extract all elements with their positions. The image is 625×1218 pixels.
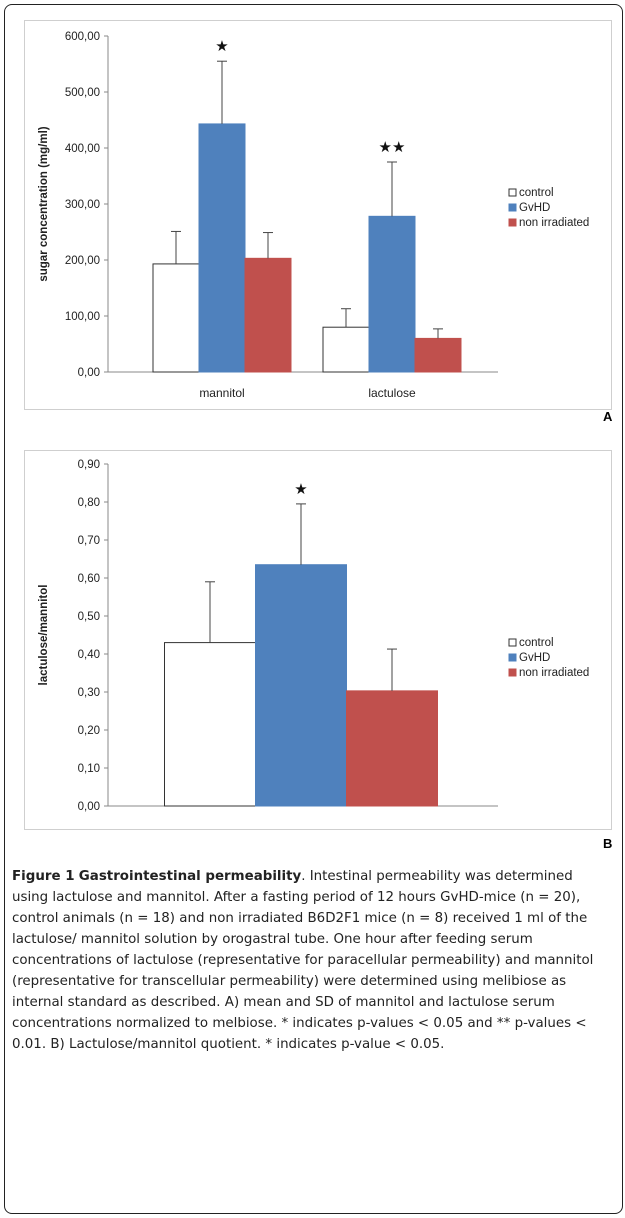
figure-caption: Figure 1 Gastrointestinal permeability. … (12, 866, 612, 1055)
charta-legend-swatch (508, 218, 517, 227)
chartb-bar (346, 690, 438, 807)
chartb-y-tick-label: 0,70 (78, 535, 100, 547)
chartb-legend-swatch (508, 653, 517, 662)
chartb-legend-swatch (508, 638, 517, 647)
chartb-bar (164, 642, 256, 807)
charta-legend-label: non irradiated (519, 217, 589, 229)
charta-x-tick-label: mannitol (199, 386, 244, 400)
charta-legend-swatch (508, 203, 517, 212)
chartb-y-axis-label: lactulose/mannitol (38, 585, 50, 686)
charta-bar (152, 263, 200, 373)
charta-bar (322, 326, 370, 373)
figure-number: Figure 1 (12, 869, 75, 884)
charta-y-axis-label: sugar concentration (mg/ml) (38, 126, 50, 281)
charta-legend-label: control (519, 187, 554, 199)
charta-bar (244, 257, 292, 373)
charta-legend-swatch (508, 188, 517, 197)
chartb-legend-label: non irradiated (519, 667, 589, 679)
charta-significance-label: ★ (215, 37, 228, 55)
charta-y-tick-label: 200,00 (65, 255, 100, 267)
charta-bar (198, 123, 246, 373)
charta-significance-label: ★★ (379, 138, 406, 156)
panel-label-b: B (603, 836, 613, 851)
caption-text: . Intestinal permeability was determined… (12, 869, 594, 1052)
chartb-y-tick-label: 0,00 (78, 801, 100, 813)
chartb-y-tick-label: 0,40 (78, 649, 100, 661)
chart-panel-a (24, 20, 612, 410)
charta-y-tick-label: 400,00 (65, 143, 100, 155)
charta-y-tick-label: 300,00 (65, 199, 100, 211)
chart-panel-b (24, 450, 612, 830)
chartb-y-tick-label: 0,90 (78, 459, 100, 471)
chartb-y-tick-label: 0,10 (78, 763, 100, 775)
chartb-y-tick-label: 0,30 (78, 687, 100, 699)
chartb-legend-swatch (508, 668, 517, 677)
charts-svg: 0,00 100,00 200,00 300,00 400,00 500,00 600,00… (38, 31, 589, 813)
figure-title: Gastrointestinal permeability (78, 869, 302, 884)
charta-y-tick-label: 100,00 (65, 311, 100, 323)
charta-legend-label: GvHD (519, 202, 550, 214)
chartb-significance-label: ★ (294, 480, 307, 498)
chartb-y-tick-label: 0,60 (78, 573, 100, 585)
charta-bar (414, 337, 462, 373)
panel-label-a: A (603, 409, 613, 424)
chartb-bar (255, 564, 347, 807)
chartb-legend-label: GvHD (519, 652, 550, 664)
chartb-y-tick-label: 0,50 (78, 611, 100, 623)
chartb-y-tick-label: 0,80 (78, 497, 100, 509)
charta-y-tick-label: 600,00 (65, 31, 100, 43)
charta-y-tick-label: 0,00 (78, 367, 100, 379)
chartb-y-tick-label: 0,20 (78, 725, 100, 737)
chartb-legend-label: control (519, 637, 554, 649)
charta-y-tick-label: 500,00 (65, 87, 100, 99)
charta-bar (368, 215, 416, 373)
charta-x-tick-label: lactulose (368, 386, 416, 400)
figure-frame (4, 4, 623, 1214)
